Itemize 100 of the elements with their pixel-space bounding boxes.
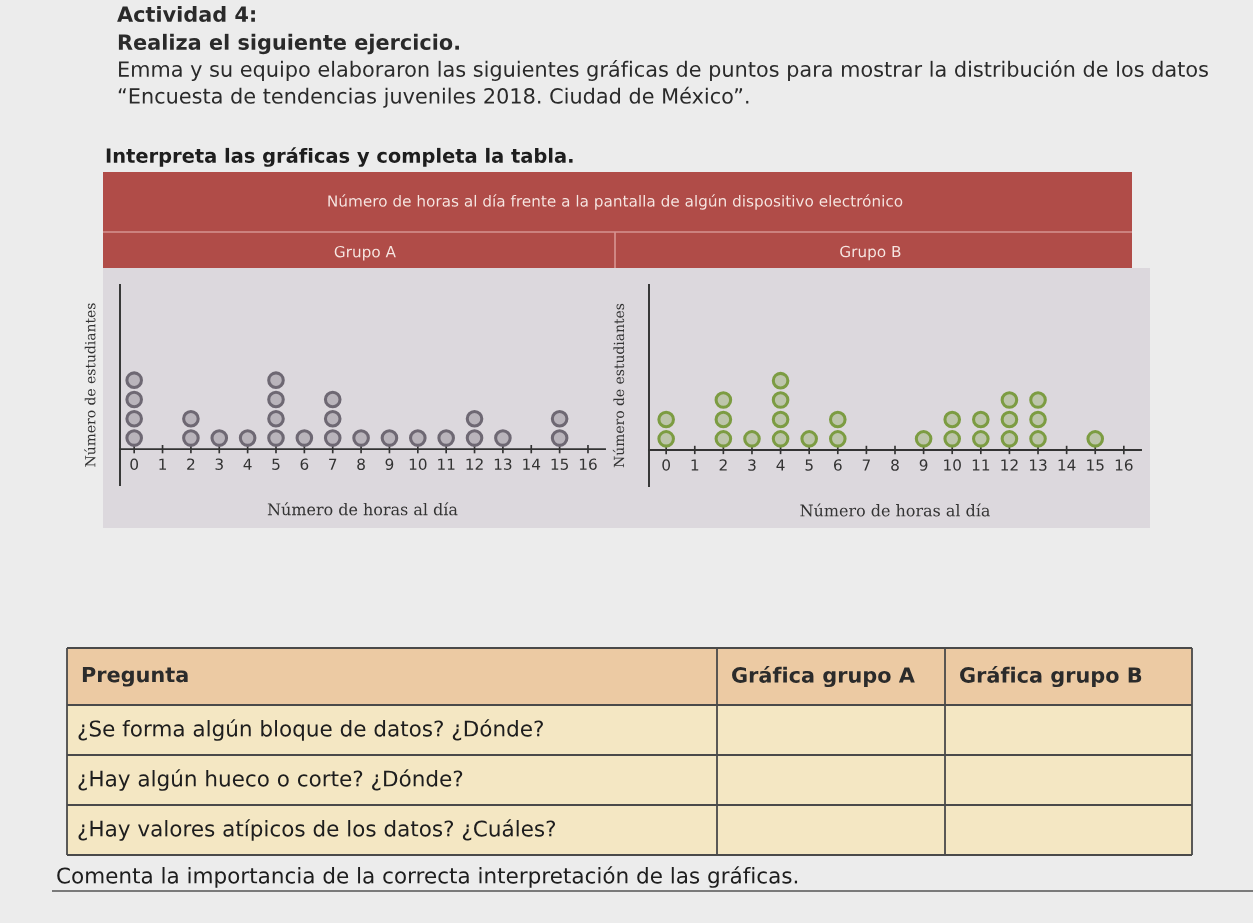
point: [465, 409, 484, 428]
x-tick-label: 16: [579, 458, 597, 470]
x-tick-label: 2: [187, 458, 195, 470]
point: [295, 429, 314, 447]
point: [323, 409, 342, 428]
point: [267, 390, 285, 409]
point: [494, 429, 512, 447]
y-axis-title: Número de estudiantes: [612, 303, 625, 468]
x-tick-label: 0: [130, 458, 139, 470]
x-tick-label: 7: [862, 459, 870, 471]
x-tick-label: 2: [719, 459, 727, 471]
point: [771, 391, 790, 409]
x-tick-label: 4: [243, 458, 252, 470]
x-axis-title: Número de horas al día: [800, 503, 990, 517]
text: Comenta la importancia de la correcta interpretación de las gráficas.: [57, 866, 798, 888]
x-tick-label: 9: [385, 458, 394, 470]
point: [714, 410, 733, 429]
point: [743, 430, 761, 448]
x-tick-label: 11: [972, 459, 990, 471]
x-tick-label: 9: [919, 459, 928, 471]
x-tick-label: 10: [409, 458, 427, 470]
text: Actividad 4:: [117, 5, 255, 23]
point: [828, 410, 847, 429]
point: [943, 410, 962, 429]
point: [267, 371, 285, 389]
point: [657, 430, 675, 448]
point: [1029, 391, 1047, 409]
point: [1086, 430, 1105, 448]
x-tick-label: 12: [466, 458, 483, 470]
x-tick-label: 1: [691, 459, 699, 471]
point: [828, 430, 847, 448]
x-tick-label: 7: [329, 458, 337, 470]
x-tick-label: 4: [776, 459, 785, 471]
text: ¿Hay algún hueco o corte? ¿Dónde?: [78, 769, 463, 791]
x-tick-label: 5: [805, 459, 813, 471]
x-tick-label: 13: [494, 458, 512, 470]
text: Emma y su equipo elaboraron las siguientes gráficas de puntos para mostrar la distribución de los datos “Encuesta de tendencias juveniles 2018. Ciudad de México”.: [118, 60, 1208, 108]
x-tick-label: 15: [551, 458, 569, 470]
text: ¿Se forma algún bloque de datos? ¿Dónde?: [78, 719, 543, 741]
point: [972, 430, 990, 448]
point: [657, 410, 675, 429]
text: Pregunta: [82, 666, 188, 687]
x-tick-label: 1: [159, 458, 166, 470]
x-tick-label: 3: [215, 458, 223, 470]
point: [771, 410, 790, 429]
point: [771, 430, 790, 448]
x-tick-label: 12: [1001, 459, 1018, 471]
x-tick-label: 8: [891, 459, 899, 471]
text: Interpreta las gráficas y completa la tabla.: [106, 147, 573, 167]
point: [1000, 410, 1019, 429]
point: [323, 390, 342, 409]
text: ¿Hay valores atípicos de los datos? ¿Cuáles?: [78, 819, 556, 841]
point: [714, 430, 733, 448]
point: [437, 429, 455, 447]
point: [182, 409, 200, 428]
x-tick-label: 6: [834, 459, 842, 471]
x-tick-label: 6: [300, 458, 309, 470]
x-tick-label: 14: [523, 458, 541, 470]
point: [238, 429, 257, 447]
x-tick-label: 14: [1058, 459, 1076, 471]
point: [1029, 430, 1047, 448]
point: [125, 409, 143, 428]
point: [972, 410, 990, 429]
point: [323, 429, 342, 447]
x-axis-title: Número de horas al día: [267, 502, 458, 516]
point: [550, 429, 569, 447]
point: [352, 429, 370, 447]
x-tick-label: 8: [357, 458, 365, 470]
x-tick-label: 15: [1087, 459, 1104, 471]
text: Número de horas al día frente a la pantalla de algún dispositivo electrónico: [328, 194, 903, 210]
point: [210, 429, 229, 447]
point: [714, 391, 733, 409]
point: [771, 371, 790, 390]
x-tick-label: 3: [748, 459, 756, 471]
point: [800, 430, 818, 448]
chart-title: Grupo B: [840, 245, 901, 261]
point: [1000, 391, 1019, 409]
point: [125, 429, 143, 447]
x-tick-label: 10: [944, 459, 961, 471]
point: [380, 429, 399, 447]
point: [1000, 430, 1019, 448]
point: [125, 371, 143, 389]
text: Gráfica grupo B: [960, 665, 1142, 688]
point: [408, 429, 427, 447]
x-tick-label: 0: [662, 459, 671, 471]
x-tick-label: 5: [272, 458, 280, 470]
point: [943, 430, 962, 448]
chart-title: Grupo A: [334, 245, 396, 261]
point: [125, 390, 143, 409]
point: [182, 429, 200, 447]
point: [267, 429, 285, 447]
y-axis-title: Número de estudiantes: [84, 303, 96, 467]
x-tick-label: 13: [1029, 459, 1047, 471]
x-tick-label: 16: [1115, 459, 1133, 471]
point: [267, 409, 285, 428]
text: Gráfica grupo A: [732, 665, 915, 688]
x-tick-label: 11: [438, 458, 455, 470]
point: [914, 430, 933, 448]
point: [465, 429, 484, 447]
text: Realiza el siguiente ejercicio.: [118, 33, 459, 55]
